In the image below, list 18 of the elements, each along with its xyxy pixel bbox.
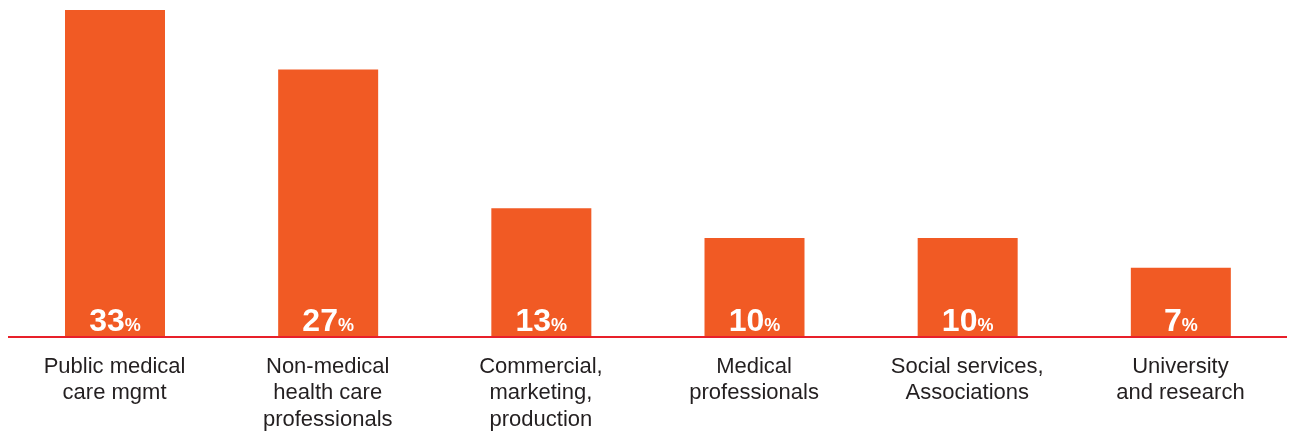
- data-label: 10%: [941, 302, 994, 338]
- x-tick-label: Commercial, marketing, production: [479, 352, 603, 431]
- x-tick-label: University and research: [1116, 352, 1245, 405]
- bar: [1130, 267, 1231, 337]
- data-label: 13%: [515, 302, 568, 338]
- bar: [278, 69, 379, 337]
- bar: [917, 237, 1018, 337]
- data-label: 7%: [1163, 302, 1198, 338]
- x-tick-label: Non-medical health care professionals: [262, 352, 393, 431]
- bar: [704, 237, 805, 337]
- bar: [491, 208, 592, 337]
- bar: [65, 10, 165, 337]
- x-tick-label: Public medical care mgmt: [43, 352, 186, 405]
- data-label: 27%: [302, 302, 354, 338]
- data-label: 10%: [728, 302, 781, 338]
- data-label: 33%: [89, 302, 141, 338]
- x-tick-label: Social services, Associations: [890, 352, 1044, 405]
- x-tick-label: Medical professionals: [689, 352, 819, 405]
